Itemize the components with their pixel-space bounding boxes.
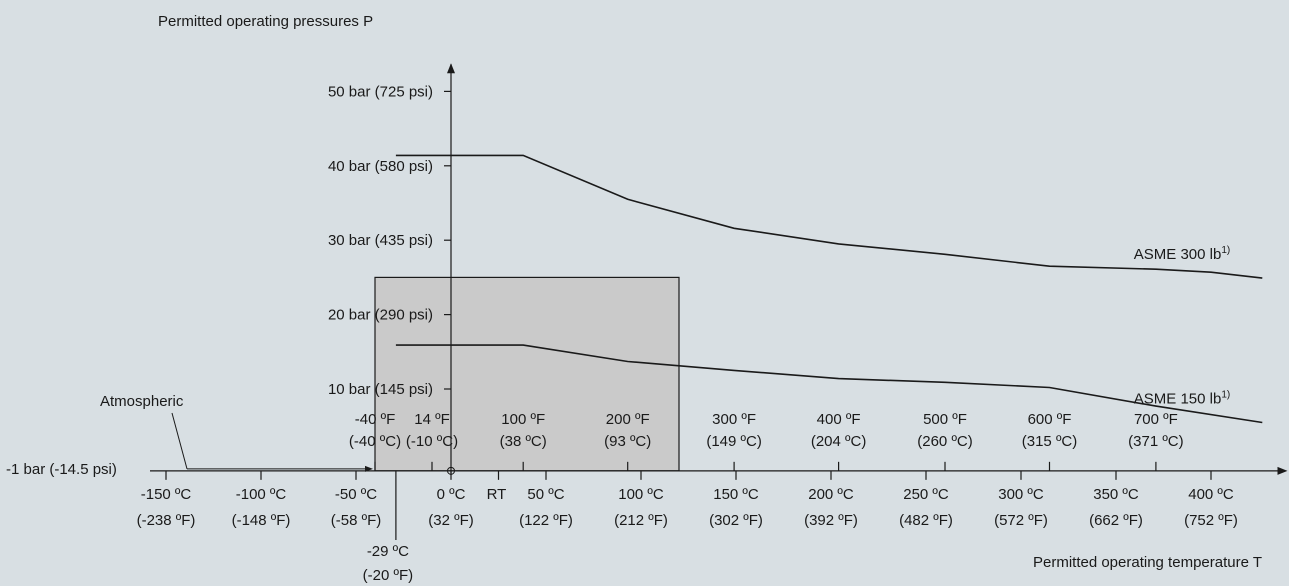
baseline-label: -1 bar (-14.5 psi) [6, 461, 117, 478]
y-tick-label: 50 bar (725 psi) [328, 83, 433, 100]
x-tick-label-celsius-equiv: (371 ºC) [1128, 433, 1184, 450]
x-tick-label-fahrenheit-equiv: (32 ºF) [428, 512, 473, 529]
x-tick-label-celsius-equiv: (-40 ºC) [349, 433, 401, 450]
x-tick-label-fahrenheit-equiv: (-58 ºF) [331, 512, 381, 529]
x-tick-label-celsius-equiv: (93 ºC) [604, 433, 651, 450]
x-tick-label-fahrenheit-equiv: (302 ºF) [709, 512, 763, 529]
x-tick-label-celsius: 150 ºC [713, 486, 759, 503]
x-tick-label-celsius: -50 ºC [335, 486, 377, 503]
x-tick-label-fahrenheit: 400 ºF [817, 411, 861, 428]
shaded-operating-region [374, 276, 680, 472]
special-tick-label: -29 ºC [367, 543, 409, 560]
x-tick-label-celsius: 250 ºC [903, 486, 949, 503]
series-label: ASME 150 lb1) [1134, 389, 1230, 407]
atmospheric-leader [171, 412, 188, 469]
x-tick-label-celsius: -100 ºC [236, 486, 287, 503]
tick-labels: 10 bar (145 psi) 20 bar (290 psi) 30 bar (… [137, 83, 1238, 584]
y-tick-label: 20 bar (290 psi) [328, 307, 433, 324]
x-tick-label-fahrenheit-equiv: (-148 ºF) [232, 512, 291, 529]
x-tick-label-celsius: -150 ºC [141, 486, 192, 503]
x-tick-label-fahrenheit-equiv: (392 ºF) [804, 512, 858, 529]
series-name: ASME 150 lb [1134, 390, 1222, 407]
x-tick-label-fahrenheit: 14 ºF [414, 411, 450, 428]
x-tick-label-celsius-equiv: (149 ºC) [706, 433, 762, 450]
x-tick-label-fahrenheit: 300 ºF [712, 411, 756, 428]
x-tick-label-celsius: 400 ºC [1188, 486, 1234, 503]
x-tick-label-fahrenheit-equiv: (572 ºF) [994, 512, 1048, 529]
x-axis-label: Permitted operating temperature T [1033, 554, 1262, 571]
tick-marks [165, 90, 1212, 540]
series-line-asme-150-lb [395, 344, 1263, 424]
series-lines [395, 154, 1263, 424]
x-tick-label-fahrenheit: 500 ºF [923, 411, 967, 428]
x-tick-label-celsius: 200 ºC [808, 486, 854, 503]
x-tick-label-fahrenheit: 100 ºF [501, 411, 545, 428]
x-tick-label-celsius: 300 ºC [998, 486, 1044, 503]
x-tick-label-celsius: 350 ºC [1093, 486, 1139, 503]
x-tick-label-fahrenheit-equiv: (-238 ºF) [137, 512, 196, 529]
x-tick-label-fahrenheit: 700 ºF [1134, 411, 1178, 428]
x-tick-label-celsius-equiv: (38 ºC) [500, 433, 547, 450]
y-axis-arrow [447, 63, 455, 74]
x-tick-label-fahrenheit-equiv: (662 ºF) [1089, 512, 1143, 529]
x-tick-label-celsius: 0 ºC [437, 486, 466, 503]
y-tick-label: 40 bar (580 psi) [328, 158, 433, 175]
rt-label: RT [487, 486, 507, 503]
x-tick-label-fahrenheit: 600 ºF [1028, 411, 1072, 428]
x-tick-label-fahrenheit: 200 ºF [606, 411, 650, 428]
series-name: ASME 300 lb [1134, 246, 1222, 263]
y-axis-label: Permitted operating pressures P [158, 13, 373, 30]
x-tick-label-fahrenheit: -40 ºF [355, 411, 396, 428]
x-tick-label-celsius-equiv: (204 ºC) [811, 433, 867, 450]
y-tick-label: 30 bar (435 psi) [328, 232, 433, 249]
axes [150, 63, 1288, 475]
x-tick-label-fahrenheit-equiv: (122 ºF) [519, 512, 573, 529]
series-footnote: 1) [1221, 245, 1230, 256]
x-axis-arrow [1277, 466, 1288, 475]
x-tick-label-celsius-equiv: (315 ºC) [1022, 433, 1078, 450]
series-line-asme-300-lb [395, 154, 1263, 279]
special-tick-label-f: (-20 ºF) [363, 567, 413, 584]
series-label: ASME 300 lb1) [1134, 245, 1230, 263]
series-footnote: 1) [1221, 389, 1230, 400]
y-tick-label: 10 bar (145 psi) [328, 381, 433, 398]
x-tick-label-celsius-equiv: (260 ºC) [917, 433, 973, 450]
x-tick-label-fahrenheit-equiv: (752 ºF) [1184, 512, 1238, 529]
x-tick-label-celsius: 100 ºC [618, 486, 664, 503]
x-tick-label-celsius-equiv: (-10 ºC) [406, 433, 458, 450]
x-tick-label-fahrenheit-equiv: (212 ºF) [614, 512, 668, 529]
atmospheric-arrow-head [365, 465, 373, 472]
atmospheric-label: Atmospheric [100, 393, 184, 410]
x-tick-label-celsius: 50 ºC [527, 486, 564, 503]
x-tick-label-fahrenheit-equiv: (482 ºF) [899, 512, 953, 529]
